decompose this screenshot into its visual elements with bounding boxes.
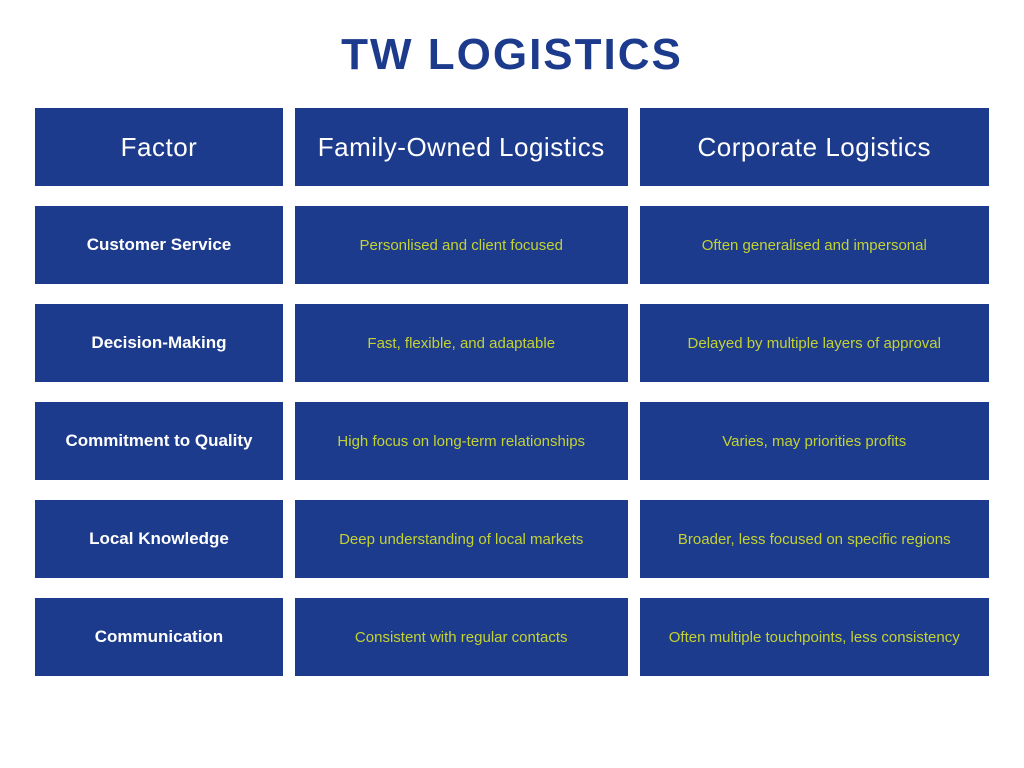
factor-label: Customer Service	[35, 206, 283, 284]
table-header-row: Factor Family-Owned Logistics Corporate …	[35, 108, 989, 186]
corporate-value: Broader, less focused on specific region…	[640, 500, 989, 578]
table-row: Communication Consistent with regular co…	[35, 598, 989, 676]
table-row: Customer Service Personlised and client …	[35, 206, 989, 284]
header-family: Family-Owned Logistics	[295, 108, 628, 186]
comparison-table: Factor Family-Owned Logistics Corporate …	[35, 108, 989, 676]
family-value: Deep understanding of local markets	[295, 500, 628, 578]
family-value: Fast, flexible, and adaptable	[295, 304, 628, 382]
corporate-value: Often multiple touchpoints, less consist…	[640, 598, 989, 676]
table-row: Commitment to Quality High focus on long…	[35, 402, 989, 480]
table-row: Decision-Making Fast, flexible, and adap…	[35, 304, 989, 382]
corporate-value: Varies, may priorities profits	[640, 402, 989, 480]
corporate-value: Delayed by multiple layers of approval	[640, 304, 989, 382]
family-value: Personlised and client focused	[295, 206, 628, 284]
family-value: High focus on long-term relationships	[295, 402, 628, 480]
factor-label: Decision-Making	[35, 304, 283, 382]
factor-label: Communication	[35, 598, 283, 676]
factor-label: Local Knowledge	[35, 500, 283, 578]
factor-label: Commitment to Quality	[35, 402, 283, 480]
header-factor: Factor	[35, 108, 283, 186]
corporate-value: Often generalised and impersonal	[640, 206, 989, 284]
page-title: TW LOGISTICS	[35, 30, 989, 80]
header-corporate: Corporate Logistics	[640, 108, 989, 186]
family-value: Consistent with regular contacts	[295, 598, 628, 676]
table-row: Local Knowledge Deep understanding of lo…	[35, 500, 989, 578]
